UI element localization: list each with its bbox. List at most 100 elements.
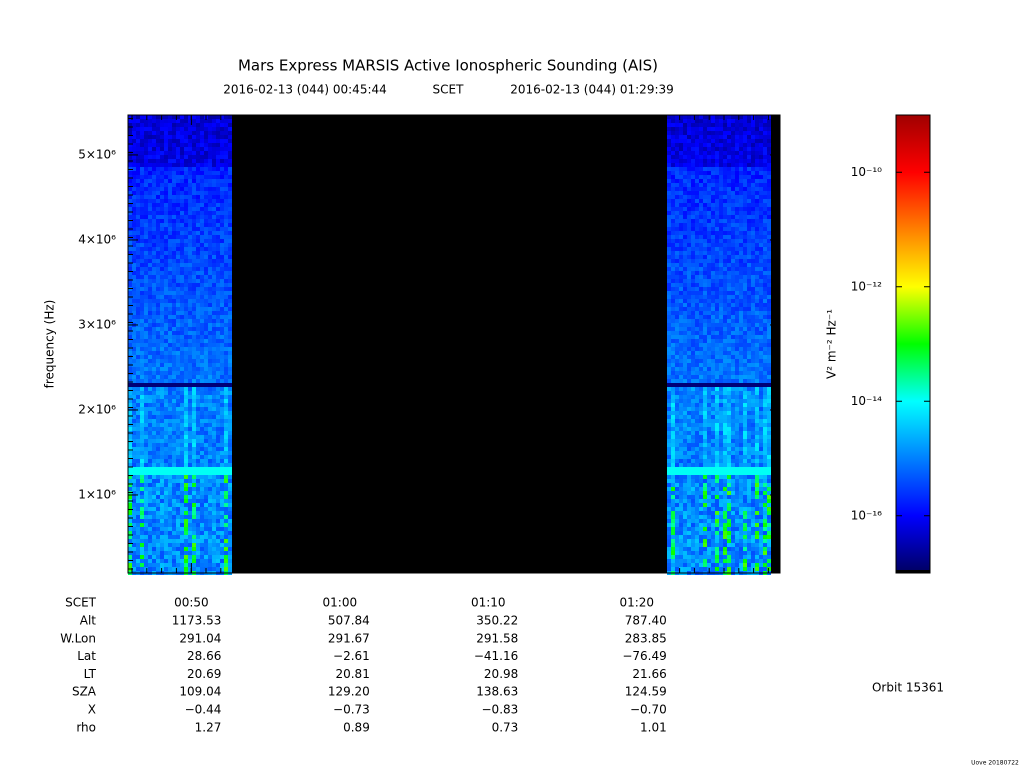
spectrogram-cell — [699, 203, 703, 207]
spectrogram-cell — [216, 263, 220, 267]
spectrogram-cell — [132, 495, 136, 499]
spectrogram-cell — [671, 191, 675, 195]
spectrogram-cell — [224, 127, 228, 131]
spectrogram-cell — [168, 343, 172, 347]
spectrogram-cell — [208, 407, 212, 411]
spectrogram-cell — [224, 143, 228, 147]
spectrogram-cell — [224, 363, 228, 367]
spectrogram-cell — [200, 443, 204, 447]
spectrogram-cell — [184, 287, 188, 291]
spectrogram-cell — [671, 315, 675, 319]
spectrogram-cell — [687, 135, 691, 139]
spectrogram-cell — [156, 419, 160, 423]
spectrogram-cell — [216, 363, 220, 367]
spectrogram-cell — [140, 527, 144, 531]
spectrogram-cell — [675, 259, 679, 263]
spectrogram-cell — [216, 175, 220, 179]
spectrogram-cell — [172, 235, 176, 239]
spectrogram-cell — [711, 203, 715, 207]
spectrogram-cell — [200, 415, 204, 419]
spectrogram-cell — [160, 527, 164, 531]
spectrogram-cell — [671, 387, 675, 391]
spectrogram-cell — [180, 263, 184, 267]
spectrogram-cell — [667, 283, 671, 287]
spectrogram-cell — [164, 543, 168, 547]
spectrogram-cell — [172, 495, 176, 499]
spectrogram-cell — [715, 423, 719, 427]
spectrogram-cell — [208, 339, 212, 343]
spectrogram-cell — [132, 115, 136, 119]
spectrogram-cell — [675, 551, 679, 555]
spectrogram-cell — [687, 475, 691, 479]
spectrogram-cell — [176, 227, 180, 231]
spectrogram-cell — [691, 231, 695, 235]
spectrogram-cell — [176, 355, 180, 359]
spectrogram-cell — [220, 291, 224, 295]
spectrogram-cell — [164, 339, 168, 343]
spectrogram-cell — [212, 251, 216, 255]
spectrogram-cell — [184, 319, 188, 323]
spectrogram-cell — [679, 279, 683, 283]
spectrogram-cell — [184, 239, 188, 243]
spectrogram-cell — [683, 519, 687, 523]
spectrogram-cell — [156, 283, 160, 287]
spectrogram-cell — [132, 371, 136, 375]
spectrogram-cell — [723, 563, 727, 567]
spectrogram-cell — [196, 347, 200, 351]
spectrogram-cell — [176, 495, 180, 499]
spectrogram-cell — [184, 519, 188, 523]
spectrogram-cell — [220, 543, 224, 547]
spectrogram-cell — [695, 539, 699, 543]
spectrogram-cell — [719, 319, 723, 323]
spectrogram-cell — [675, 235, 679, 239]
spectrogram-cell — [707, 399, 711, 403]
spectrogram-cell — [723, 315, 727, 319]
spectrogram-cell — [687, 223, 691, 227]
spectrogram-cell — [703, 467, 707, 471]
spectrogram-cell — [735, 195, 739, 199]
spectrogram-cell — [699, 395, 703, 399]
spectrogram-cell — [699, 267, 703, 271]
spectrogram-cell — [699, 223, 703, 227]
spectrogram-cell — [667, 463, 671, 467]
spectrogram-cell — [152, 479, 156, 483]
spectrogram-cell — [180, 383, 184, 387]
spectrogram-cell — [727, 195, 731, 199]
spectrogram-cell — [224, 419, 228, 423]
spectrogram-cell — [180, 439, 184, 443]
spectrogram-cell — [723, 323, 727, 327]
spectrogram-cell — [699, 531, 703, 535]
spectrogram-cell — [136, 359, 140, 363]
spectrogram-cell — [711, 367, 715, 371]
spectrogram-cell — [667, 247, 671, 251]
spectrogram-cell — [180, 427, 184, 431]
spectrogram-cell — [204, 207, 208, 211]
spectrogram-cell — [188, 271, 192, 275]
spectrogram-cell — [196, 503, 200, 507]
spectrogram-cell — [136, 283, 140, 287]
spectrogram-cell — [144, 135, 148, 139]
spectrogram-cell — [132, 183, 136, 187]
spectrogram-cell — [212, 439, 216, 443]
spectrogram-cell — [180, 119, 184, 123]
spectrogram-cell — [667, 295, 671, 299]
spectrogram-cell — [164, 223, 168, 227]
spectrogram-cell — [184, 455, 188, 459]
spectrogram-cell — [695, 315, 699, 319]
spectrogram-cell — [699, 527, 703, 531]
spectrogram-cell — [224, 343, 228, 347]
spectrogram-cell — [679, 183, 683, 187]
spectrogram-cell — [200, 243, 204, 247]
spectrogram-cell — [667, 287, 671, 291]
spectrogram-cell — [128, 331, 132, 335]
spectrogram-cell — [224, 443, 228, 447]
spectrogram-cell — [140, 207, 144, 211]
spectrogram-cell — [727, 291, 731, 295]
spectrogram-cell — [691, 259, 695, 263]
spectrogram-cell — [671, 535, 675, 539]
spectrogram-cell — [208, 471, 212, 475]
spectrogram-cell — [719, 231, 723, 235]
spectrogram-cell — [679, 327, 683, 331]
spectrogram-cell — [683, 267, 687, 271]
spectrogram-cell — [703, 251, 707, 255]
